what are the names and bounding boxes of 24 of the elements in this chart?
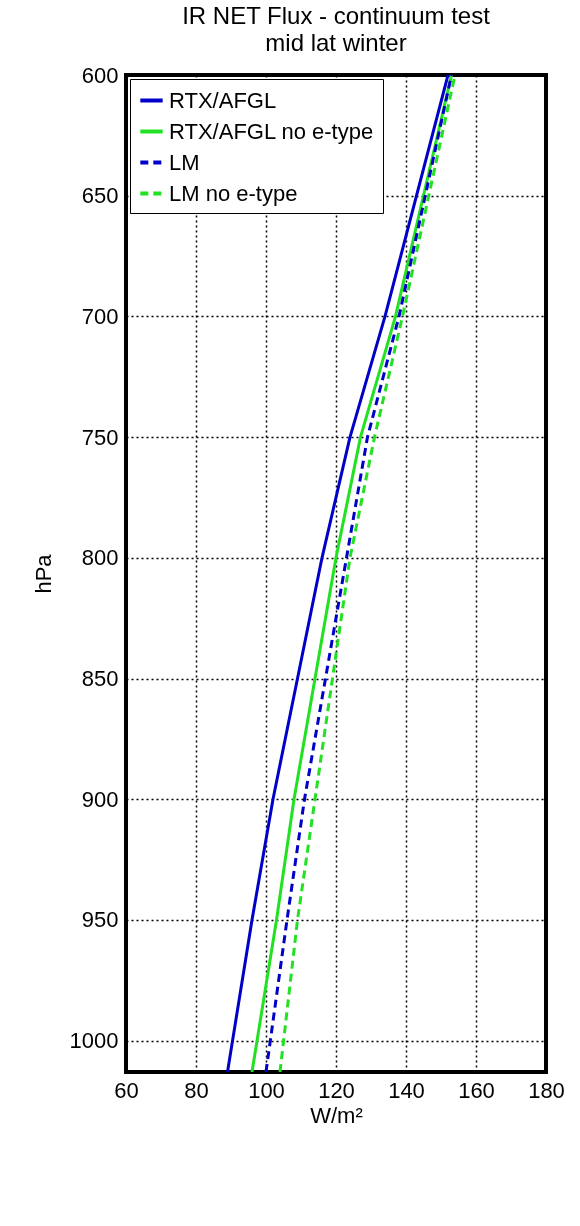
x-tick-label: 120 bbox=[318, 1077, 355, 1103]
y-tick-label: 600 bbox=[81, 62, 119, 88]
y-tick-label: 950 bbox=[81, 907, 119, 933]
x-axis-title: W/m² bbox=[310, 1102, 363, 1128]
x-tick-label: 180 bbox=[528, 1077, 565, 1103]
y-tick-label: 750 bbox=[81, 424, 119, 450]
legend-label: LM no e-type bbox=[169, 180, 298, 206]
legend-label: LM bbox=[169, 149, 200, 175]
y-tick-label: 850 bbox=[81, 666, 119, 692]
y-tick-label: 1000 bbox=[69, 1028, 119, 1054]
x-tick-label: 140 bbox=[388, 1077, 425, 1103]
y-tick-label: 900 bbox=[81, 786, 119, 812]
chart-subtitle: mid lat winter bbox=[265, 29, 407, 56]
y-tick-label: 650 bbox=[81, 183, 119, 209]
x-tick-label: 60 bbox=[114, 1077, 139, 1103]
y-tick-label: 700 bbox=[81, 303, 119, 329]
legend-label: RTX/AFGL bbox=[169, 87, 277, 113]
y-axis-title: hPa bbox=[30, 553, 56, 594]
y-tick-label: 800 bbox=[81, 545, 119, 571]
x-tick-label: 80 bbox=[184, 1077, 209, 1103]
x-tick-label: 160 bbox=[458, 1077, 495, 1103]
x-tick-label: 100 bbox=[248, 1077, 285, 1103]
chart-title: IR NET Flux - continuum test bbox=[182, 2, 491, 29]
legend-label: RTX/AFGL no e-type bbox=[169, 118, 374, 144]
